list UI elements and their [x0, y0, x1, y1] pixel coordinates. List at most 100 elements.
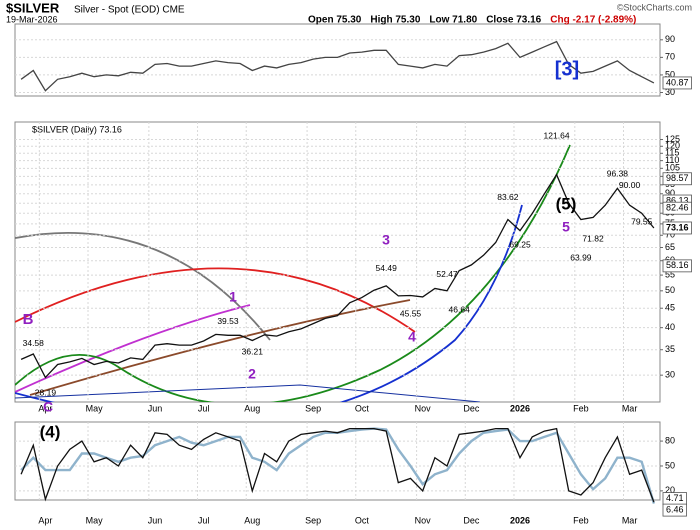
y-tick-label: 65	[665, 242, 675, 252]
price-label: 79.55	[631, 216, 653, 226]
wave-label: 5	[562, 219, 570, 235]
x-tick-label: May	[86, 403, 104, 413]
x-tick-label: Jun	[148, 515, 163, 525]
x-tick-label: Apr	[38, 403, 52, 413]
price-label: 52.47	[436, 269, 458, 279]
series-line	[20, 427, 655, 503]
x-tick-label: Oct	[355, 515, 370, 525]
wave-label: 1	[229, 289, 237, 305]
end-value: 73.16	[666, 222, 689, 232]
y-tick-label: 50	[665, 285, 675, 295]
symbol: $SILVER	[6, 0, 60, 15]
y-tick-label: 30	[665, 87, 675, 97]
y-tick-label: 80	[665, 435, 675, 445]
x-tick-label: Feb	[573, 515, 589, 525]
subtitle: Silver - Spot (EOD) CME	[74, 5, 185, 16]
wave-label: C	[43, 399, 53, 415]
x-tick-label: 2026	[510, 403, 530, 413]
rsi-panel	[14, 23, 661, 97]
end-value-box	[662, 201, 692, 215]
quote-item: High 75.30	[370, 15, 420, 26]
series-line	[20, 173, 655, 379]
end-value: 82.46	[666, 203, 689, 213]
end-value: 40.87	[666, 77, 689, 87]
x-tick-label: Sep	[305, 515, 321, 525]
x-tick-label: 2026	[510, 515, 530, 525]
y-tick-label: 20	[665, 485, 675, 495]
quote-item: Close 73.16	[486, 15, 541, 26]
x-tick-label: Feb	[573, 403, 589, 413]
price-label: 34.58	[23, 338, 45, 348]
y-tick-label: 30	[665, 370, 675, 380]
x-tick-label: Mar	[622, 403, 638, 413]
price-label: 69.25	[509, 239, 531, 249]
cycle-arcs	[15, 144, 571, 402]
y-tick-label: 125	[665, 134, 680, 144]
x-tick-label: Dec	[463, 515, 480, 525]
end-value-box	[662, 172, 692, 186]
price-panel	[14, 121, 661, 403]
date: 19-Mar-2026	[6, 14, 58, 24]
x-tick-label: Aug	[244, 515, 260, 525]
y-tick-label: 120	[665, 141, 680, 151]
wave-label: 3	[382, 232, 390, 248]
x-tick-label: Oct	[355, 403, 370, 413]
x-tick-label: Nov	[415, 403, 432, 413]
end-value: 58.16	[666, 260, 689, 270]
y-tick-label: 45	[665, 303, 675, 313]
x-tick-label: Nov	[415, 515, 432, 525]
y-tick-label: 90	[665, 34, 675, 44]
price-label: 71.82	[582, 233, 604, 243]
arc	[15, 204, 523, 402]
y-tick-label: 105	[665, 163, 680, 173]
arc	[15, 304, 251, 393]
end-value-box	[662, 76, 692, 90]
end-value: 98.57	[666, 173, 689, 183]
price-label: 96.38	[607, 169, 629, 179]
end-value-box	[662, 221, 692, 235]
x-tick-label: Jul	[198, 403, 210, 413]
price-label: 46.64	[449, 305, 471, 315]
price-label: 63.99	[570, 252, 592, 262]
x-tick-label: Aug	[244, 403, 260, 413]
x-tick-label: Sep	[305, 403, 321, 413]
price-label: 28.19	[35, 388, 57, 398]
wave-label: (4)	[40, 422, 61, 441]
x-tick-label: Mar	[622, 515, 638, 525]
price-label: 121.64	[544, 130, 570, 140]
stoch-panel	[14, 421, 661, 501]
y-tick-label: 90	[665, 188, 675, 198]
source: ©StockCharts.com	[617, 2, 692, 12]
x-tick-label: Dec	[463, 403, 480, 413]
price-label: 83.62	[497, 192, 519, 202]
x-tick-label: Jul	[198, 515, 210, 525]
price-label: 36.21	[242, 346, 264, 356]
end-value-box	[662, 503, 687, 517]
x-tick-label: Jun	[148, 403, 163, 413]
end-value: 4.71	[666, 493, 684, 503]
price-label: 54.49	[376, 263, 398, 273]
arc	[15, 232, 271, 341]
y-tick-label: 55	[665, 269, 675, 279]
price-label: 90.00	[619, 180, 641, 190]
quote-item: Low 71.80	[429, 15, 477, 26]
price-label: 39.53	[217, 316, 239, 326]
price-label: 45.55	[400, 308, 422, 318]
wave-label: 4	[408, 329, 416, 345]
legend: $SILVER (Daily) 73.16	[32, 124, 122, 134]
y-tick-label: 70	[665, 230, 675, 240]
y-tick-label: 40	[665, 322, 675, 332]
end-value-box	[662, 259, 692, 273]
wave-label: 2	[248, 366, 256, 382]
y-tick-label: 70	[665, 52, 675, 62]
y-tick-label: 35	[665, 344, 675, 354]
y-tick-label: 115	[665, 148, 679, 158]
wave-label: (5)	[556, 194, 577, 213]
end-value: 86.13	[666, 195, 689, 205]
y-tick-label: 50	[665, 69, 675, 79]
quote-item: Chg -2.17 (-2.89%)	[550, 15, 636, 26]
wave-label: [3]	[555, 58, 579, 80]
y-tick-label: 110	[665, 155, 679, 165]
wave-label: B	[23, 311, 34, 328]
